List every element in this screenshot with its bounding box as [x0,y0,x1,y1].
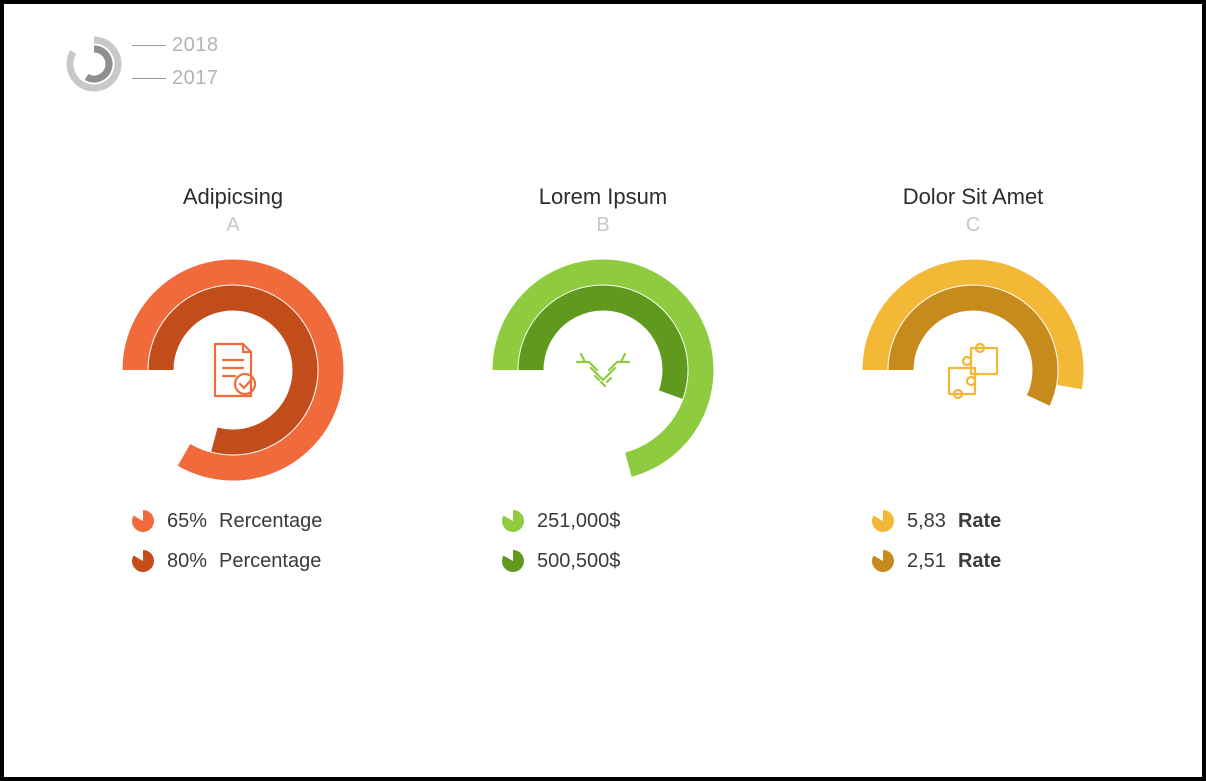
chart-title: Lorem Ipsum [539,184,667,210]
chart-stats: 251,000$ 500,500$ [473,509,733,573]
stat-label: Rate [958,510,1001,533]
stat-value: 500,500$ [537,550,620,573]
pie-bullet-icon [131,549,155,573]
puzzle-icon [941,338,1005,402]
pie-bullet-icon [501,509,525,533]
pie-bullet-icon [501,549,525,573]
stat-label: Percentage [219,550,321,573]
chart-title: Adipicsing [183,184,283,210]
stat-value: 80% [167,550,207,573]
charts-row: Adipicsing A 65% Rercentage 80% Percentage Lo… [4,184,1202,573]
handshake-icon [571,338,635,402]
chart-column: Dolor Sit Amet C 5,83 Rate 2,51 Rate [843,184,1103,573]
document-check-icon [201,338,265,402]
legend-tick [132,78,166,79]
stat-row: 5,83 Rate [871,509,1103,533]
stat-row: 500,500$ [501,549,733,573]
stat-row: 80% Percentage [131,549,363,573]
chart-letter: A [226,214,239,237]
legend-year: 2017 [172,67,219,90]
stat-value: 5,83 [907,510,946,533]
stat-value: 251,000$ [537,510,620,533]
stat-row: 65% Rercentage [131,509,363,533]
stat-value: 65% [167,510,207,533]
stat-label: Rercentage [219,510,322,533]
legend-item-2017: 2017 [132,67,219,90]
legend-year: 2018 [172,34,219,57]
ring-chart [118,255,348,485]
chart-stats: 5,83 Rate 2,51 Rate [843,509,1103,573]
legend-tick [132,45,166,46]
stat-row: 2,51 Rate [871,549,1103,573]
chart-column: Lorem Ipsum B 251,000$ 500,500$ [473,184,733,573]
legend: 2018 2017 [64,32,219,92]
infographic-frame: 2018 2017 Adipicsing A 65% Rercentage 80% Pe… [0,0,1206,781]
chart-title: Dolor Sit Amet [903,184,1044,210]
ring-chart [488,255,718,485]
legend-labels: 2018 2017 [132,34,219,90]
pie-bullet-icon [131,509,155,533]
stat-label: Rate [958,550,1001,573]
pie-bullet-icon [871,549,895,573]
legend-item-2018: 2018 [132,34,219,57]
chart-letter: C [966,214,980,237]
legend-ring-icon [64,32,124,92]
chart-letter: B [596,214,609,237]
ring-chart [858,255,1088,485]
stat-value: 2,51 [907,550,946,573]
chart-stats: 65% Rercentage 80% Percentage [103,509,363,573]
chart-column: Adipicsing A 65% Rercentage 80% Percentage [103,184,363,573]
stat-row: 251,000$ [501,509,733,533]
pie-bullet-icon [871,509,895,533]
